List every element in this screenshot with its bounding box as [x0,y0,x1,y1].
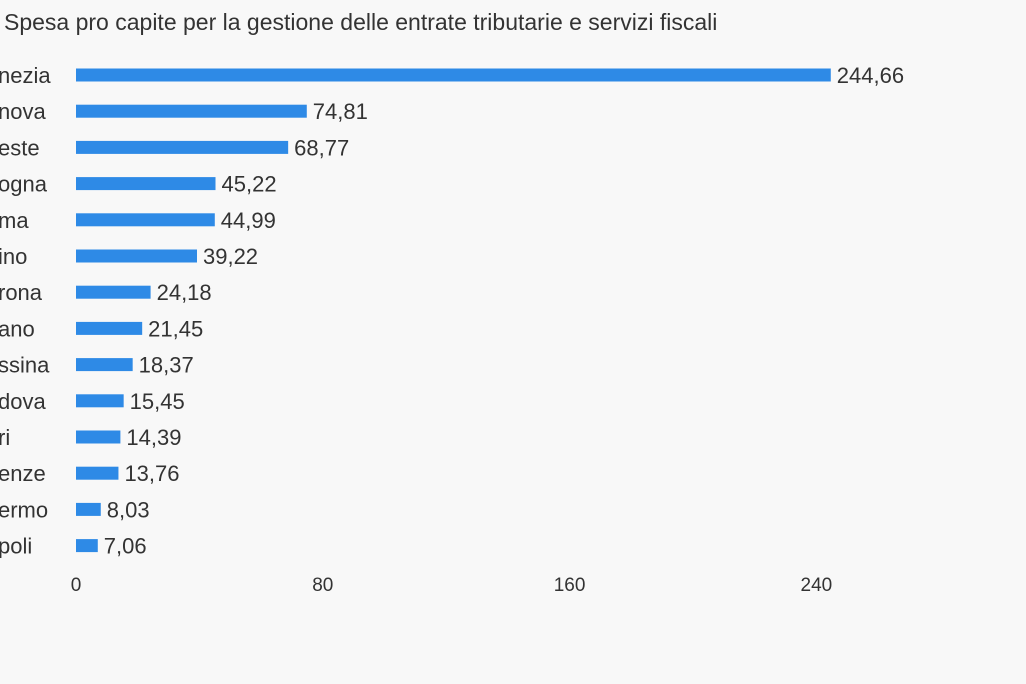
category-label: rona [0,280,43,305]
category-label: ogna [0,172,48,197]
bar [76,140,289,154]
value-label: 74,81 [313,99,368,124]
bar [76,249,197,263]
bar [76,539,98,553]
value-label: 7,06 [104,534,147,559]
category-label: ermo [0,497,48,522]
category-label: este [0,135,40,160]
bar [76,213,215,227]
category-label: ma [0,208,29,233]
value-label: 15,45 [130,389,185,414]
value-label: 18,37 [139,353,194,378]
value-label: 45,22 [222,172,277,197]
bar [76,394,124,408]
category-label: nova [0,99,46,124]
value-label: 21,45 [148,316,203,341]
bar [76,430,121,444]
bar [76,321,143,335]
value-label: 24,18 [157,280,212,305]
bar [76,68,831,82]
category-label: poli [0,534,32,559]
category-label: ano [0,316,35,341]
value-label: 13,76 [124,461,179,486]
bar [76,285,151,299]
bar [76,502,101,516]
x-tick-label: 80 [312,575,333,596]
category-label: nezia [0,63,51,88]
value-label: 44,99 [221,208,276,233]
x-tick-label: 240 [801,575,833,596]
category-label: dova [0,389,46,414]
value-label: 68,77 [294,135,349,160]
category-label: ssina [0,353,50,378]
category-label: ri [0,425,10,450]
bar [76,177,216,191]
x-tick-label: 0 [71,575,82,596]
category-label: enze [0,461,46,486]
value-label: 39,22 [203,244,258,269]
value-label: 244,66 [837,63,904,88]
chart-title: Spesa pro capite per la gestione delle e… [4,9,718,35]
x-tick-label: 160 [554,575,586,596]
bar [76,104,307,118]
value-label: 14,39 [126,425,181,450]
bar [76,358,133,372]
bar [76,466,119,480]
category-label: ino [0,244,27,269]
value-label: 8,03 [107,497,150,522]
